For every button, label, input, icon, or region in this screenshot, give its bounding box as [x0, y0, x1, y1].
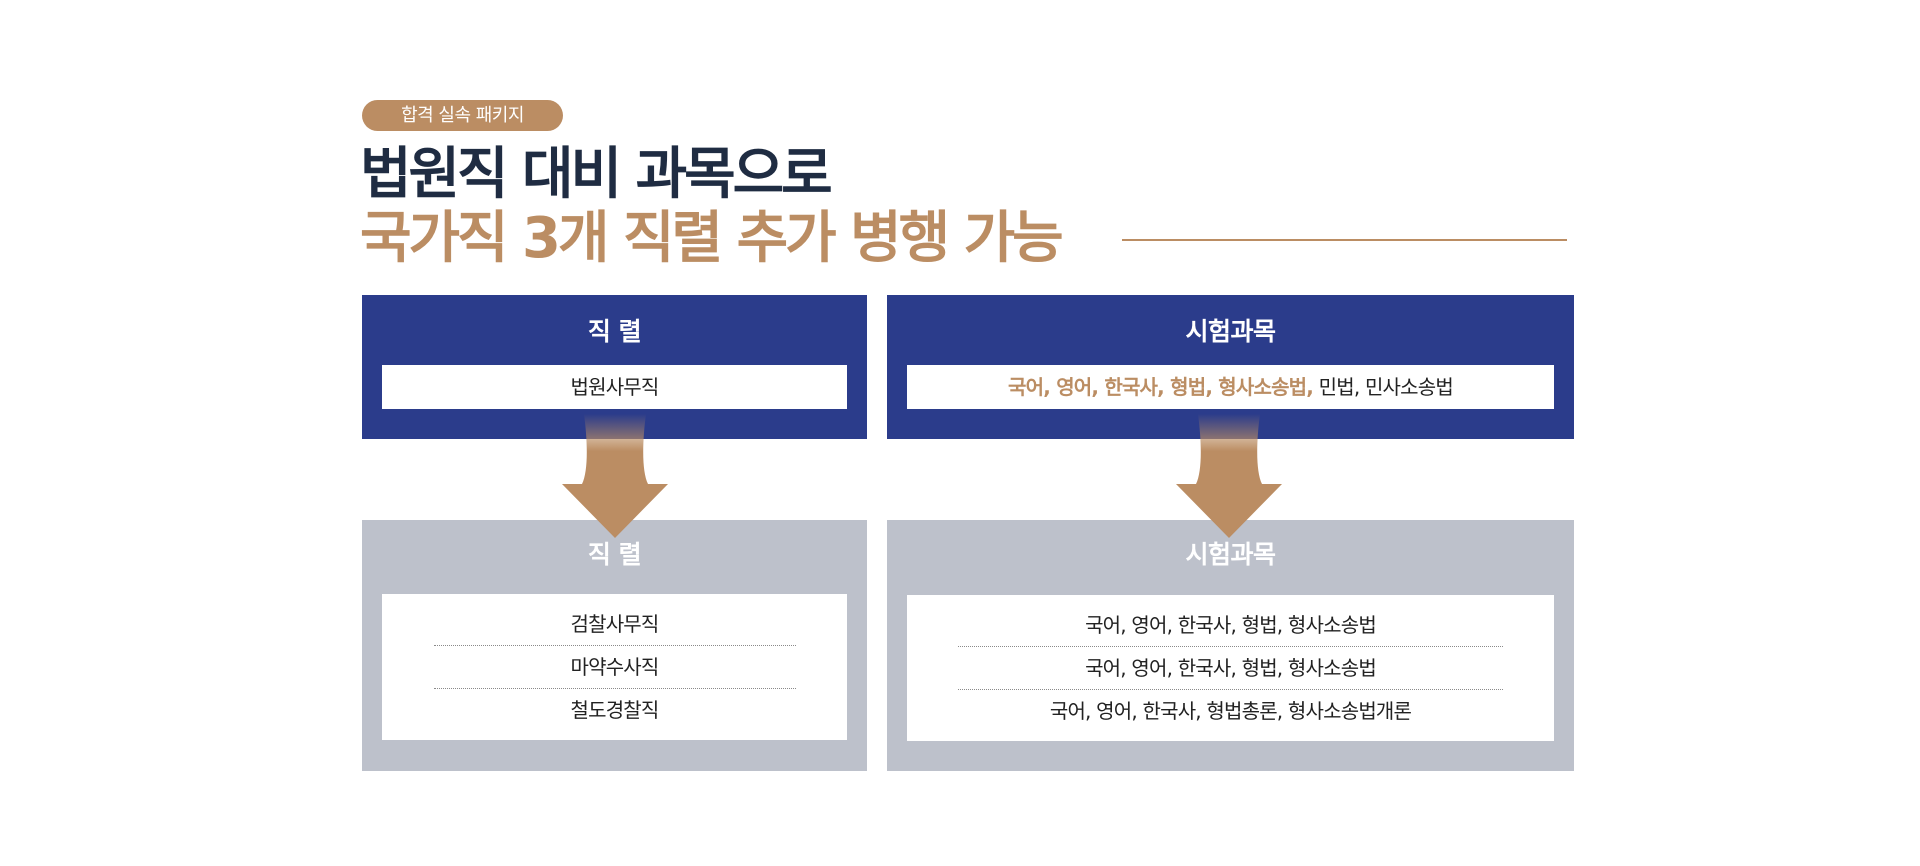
additional-series-list: 검찰사무직 마약수사직 철도경찰직 [382, 594, 847, 740]
list-item: 국어, 영어, 한국사, 형법, 형사소송법 [958, 647, 1503, 690]
additional-series-box: 직 렬 검찰사무직 마약수사직 철도경찰직 [362, 520, 867, 771]
court-series-value: 법원사무직 [382, 365, 847, 409]
list-item: 철도경찰직 [570, 698, 660, 722]
headline-divider [1122, 239, 1567, 241]
court-only-subjects-text: 민법, 민사소송법 [1313, 375, 1454, 399]
list-item: 국어, 영어, 한국사, 형법총론, 형사소송법개론 [1049, 699, 1412, 723]
list-item: 국어, 영어, 한국사, 형법, 형사소송법 [958, 604, 1503, 647]
additional-subjects-heading: 시험과목 [1185, 540, 1276, 569]
additional-subjects-box: 시험과목 국어, 영어, 한국사, 형법, 형사소송법 국어, 영어, 한국사,… [887, 520, 1574, 771]
court-subjects-heading: 시험과목 [1185, 317, 1276, 346]
package-badge: 합격 실속 패키지 [362, 100, 563, 131]
additional-subjects-list: 국어, 영어, 한국사, 형법, 형사소송법 국어, 영어, 한국사, 형법, … [907, 595, 1554, 741]
down-arrow-icon [1176, 414, 1282, 538]
headline-line-2: 국가직 3개 직렬 추가 병행 가능 [360, 206, 1064, 271]
headline-line-1: 법원직 대비 과목으로 [360, 142, 833, 207]
down-arrow-icon [562, 414, 668, 538]
shared-subjects-text: 국어, 영어, 한국사, 형법, 형사소송법, [1008, 375, 1314, 399]
additional-series-heading: 직 렬 [587, 540, 642, 569]
list-item: 검찰사무직 [433, 603, 796, 646]
court-series-heading: 직 렬 [587, 317, 642, 346]
court-subjects-value: 국어, 영어, 한국사, 형법, 형사소송법, 민법, 민사소송법 [907, 365, 1554, 409]
list-item: 마약수사직 [433, 646, 796, 689]
